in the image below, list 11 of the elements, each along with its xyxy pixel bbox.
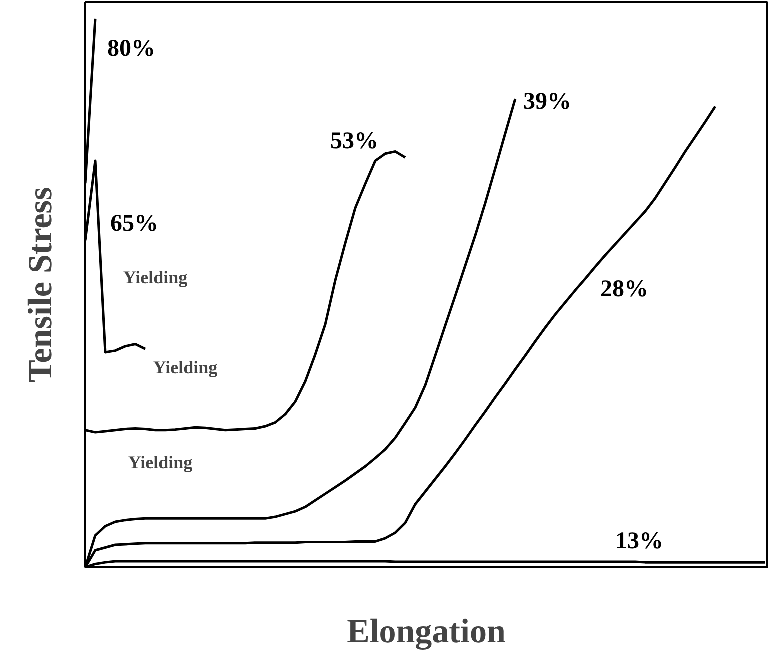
series-label: 13% — [615, 528, 664, 555]
series-label: 80% — [108, 36, 156, 62]
annotation: Yielding — [153, 358, 218, 378]
y-axis-title: Tensile Stress — [22, 187, 60, 383]
series-label: 28% — [600, 276, 648, 303]
x-axis-title: Elongation — [347, 614, 506, 650]
annotation: Yielding — [123, 268, 188, 288]
series-label: 53% — [330, 128, 378, 155]
series-label: 65% — [110, 211, 158, 238]
series-label: 39% — [523, 89, 572, 116]
annotation: Yielding — [128, 452, 193, 472]
